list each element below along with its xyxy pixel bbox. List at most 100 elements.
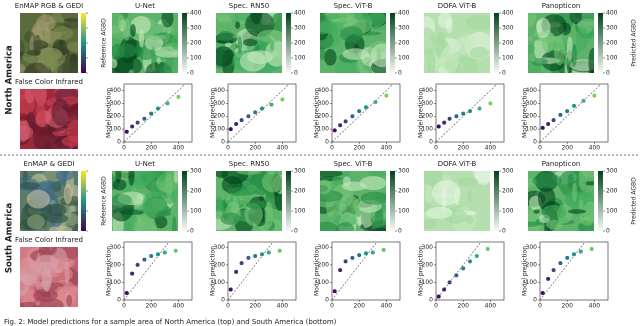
colorbar-tick-label: 0 <box>398 228 402 235</box>
y-tick-label: 100 <box>110 126 122 133</box>
image-patch <box>528 13 537 28</box>
scatter-point <box>565 255 570 260</box>
image-patch <box>257 29 282 43</box>
scatter-point <box>565 109 570 114</box>
image-patch <box>63 183 73 205</box>
image-group <box>424 171 490 231</box>
scatter-point <box>149 254 154 259</box>
colorbar-tick-label: 400 <box>190 10 202 17</box>
scatter-point <box>124 290 129 295</box>
image-group <box>20 89 78 149</box>
colorbar <box>390 171 395 231</box>
image-group <box>528 171 594 231</box>
image-group <box>528 13 594 73</box>
scatter-point <box>338 123 343 128</box>
colorbar-tick-label: 0 <box>606 70 610 77</box>
image-patch <box>59 39 64 47</box>
colorbar-tick-label: 200 <box>294 188 306 195</box>
region-label: North America <box>5 45 15 115</box>
image-patch <box>320 179 332 195</box>
colorbar <box>494 13 499 73</box>
y-tick-label: 100 <box>214 126 226 133</box>
image-patch <box>562 58 572 66</box>
image-patch <box>536 17 551 38</box>
scatter-point <box>442 287 447 292</box>
x-tick-label: 0 <box>538 145 542 152</box>
identity-line <box>227 83 290 143</box>
model-title: Spec. RN50 <box>229 2 270 10</box>
x-tick-label: 0 <box>330 303 334 310</box>
x-tick-label: 400 <box>277 303 289 310</box>
colorbar-tick-label: 200 <box>190 188 202 195</box>
scatter-point <box>239 118 244 123</box>
colorbar-tick-label: 200 <box>606 188 618 195</box>
image-patch <box>142 192 160 218</box>
image-patch <box>541 205 567 220</box>
image-patch <box>532 173 562 189</box>
scatter-point <box>332 128 337 133</box>
scatter-point <box>589 247 594 252</box>
image-patch <box>457 177 479 187</box>
x-tick-label: 400 <box>485 303 497 310</box>
y-tick-label: 300 <box>110 244 122 251</box>
image-patch <box>221 171 249 185</box>
colorbar-tick-label: 200 <box>606 40 618 47</box>
y-tick-label: 100 <box>526 279 538 286</box>
image-patch <box>439 46 459 73</box>
y-axis-label: Model prediction <box>522 246 529 296</box>
image-patch <box>532 36 539 41</box>
colorbar-tick-label: 300 <box>190 25 202 32</box>
scatter-point <box>477 106 482 111</box>
image-patch <box>360 224 365 230</box>
image-patch <box>35 254 59 271</box>
x-tick-label: 400 <box>589 145 601 152</box>
image-patch <box>63 21 78 29</box>
image-patch <box>128 69 134 73</box>
image-group <box>320 13 386 73</box>
colorbar-tick-label: 100 <box>398 55 410 62</box>
colorbar-tick-label: 300 <box>398 25 410 32</box>
image-patch <box>326 13 341 20</box>
image-patch <box>554 38 566 66</box>
image-patch <box>237 36 243 54</box>
y-tick-label: 0 <box>117 139 121 146</box>
reference-label: Reference AGBD <box>101 18 108 68</box>
image-patch <box>20 301 40 307</box>
y-axis-label: Model prediction <box>314 246 321 296</box>
image-patch <box>20 125 34 140</box>
scatter-point <box>558 112 563 117</box>
scatter-point <box>149 111 154 116</box>
colorbar-tick-label: 400 <box>294 10 306 17</box>
image-patch <box>324 49 337 66</box>
colorbar-tick-label: 200 <box>294 40 306 47</box>
scatter-point <box>578 249 583 254</box>
y-tick-label: 200 <box>110 261 122 268</box>
image-patch <box>130 171 151 190</box>
y-tick-label: 200 <box>526 261 538 268</box>
scatter-point <box>124 129 129 134</box>
colorbar-tick-label: 100 <box>502 208 514 215</box>
image-patch <box>138 30 145 48</box>
image-patch <box>66 294 73 307</box>
image-patch <box>320 171 344 177</box>
scatter-point <box>546 121 551 126</box>
scatter-point <box>558 261 563 266</box>
scatter-point <box>436 294 441 299</box>
scatter-point <box>364 251 368 256</box>
x-tick-label: 0 <box>122 145 126 152</box>
image-patch <box>244 202 263 227</box>
image-patch <box>20 182 40 190</box>
y-tick-label: 100 <box>526 126 538 133</box>
scatter-point <box>142 257 147 262</box>
scatter-point <box>228 127 233 132</box>
scatter-point <box>546 276 551 281</box>
scatter-point <box>350 255 355 260</box>
image-patch <box>112 193 133 207</box>
x-tick-label: 0 <box>434 303 438 310</box>
y-tick-label: 0 <box>429 297 433 304</box>
colorbar-tick-label: 300 <box>502 168 514 175</box>
image-group <box>320 171 386 231</box>
image-patch <box>45 100 51 106</box>
image-patch <box>571 182 578 202</box>
image-patch <box>360 191 386 205</box>
